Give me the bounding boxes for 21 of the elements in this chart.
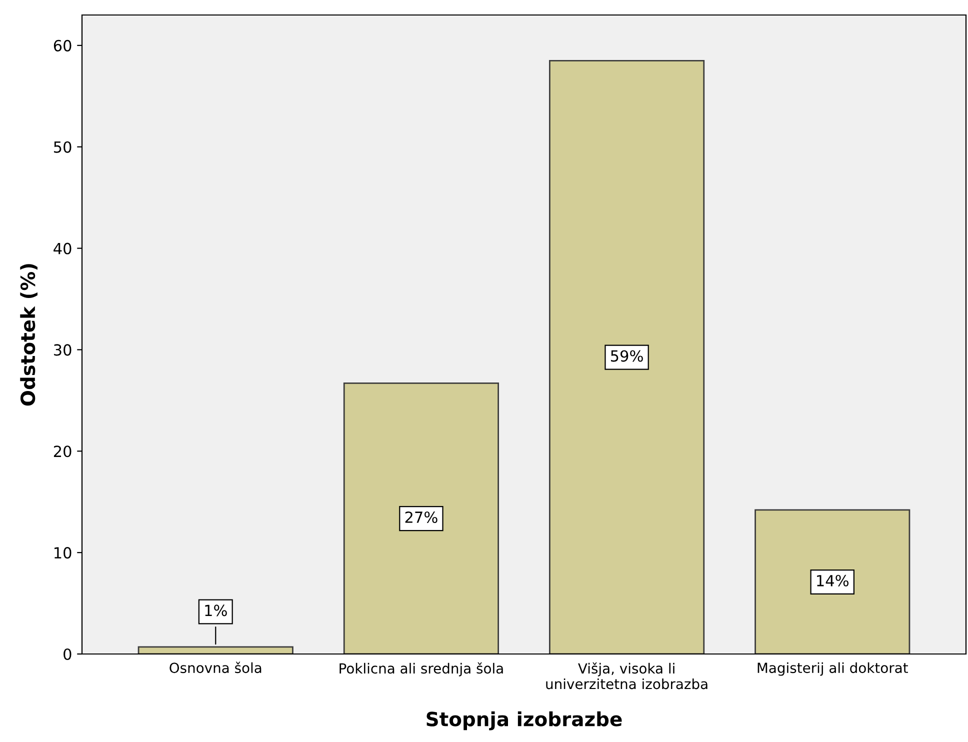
data-label: 27% — [405, 511, 438, 524]
y-tick-label: 40 — [54, 242, 72, 254]
y-tick-label: 0 — [64, 648, 72, 660]
data-label: 1% — [205, 604, 227, 616]
x-tick-label: Osnovna šola — [170, 662, 262, 674]
bar — [754, 509, 910, 654]
y-tick-label: 30 — [54, 344, 72, 356]
y-tick-label: 60 — [54, 40, 72, 52]
data-label: 59% — [610, 350, 643, 362]
bar — [549, 60, 705, 654]
y-tick-label: 10 — [54, 547, 72, 559]
x-tick-label: Magisterij ali doktorat — [758, 662, 908, 676]
x-tick-label: Višja, visoka li univerzitetna izobrazba — [546, 662, 708, 690]
bar — [138, 646, 294, 654]
y-tick-label: 50 — [54, 141, 72, 153]
x-axis-title: Stopnja izobrazbe — [426, 711, 622, 730]
y-tick-label: 20 — [54, 446, 72, 458]
bar — [343, 382, 499, 654]
y-axis-title: Odstotek (%) — [20, 264, 38, 406]
data-label: 14% — [817, 574, 849, 586]
x-tick-label: Poklicna ali srednja šola — [340, 662, 503, 676]
